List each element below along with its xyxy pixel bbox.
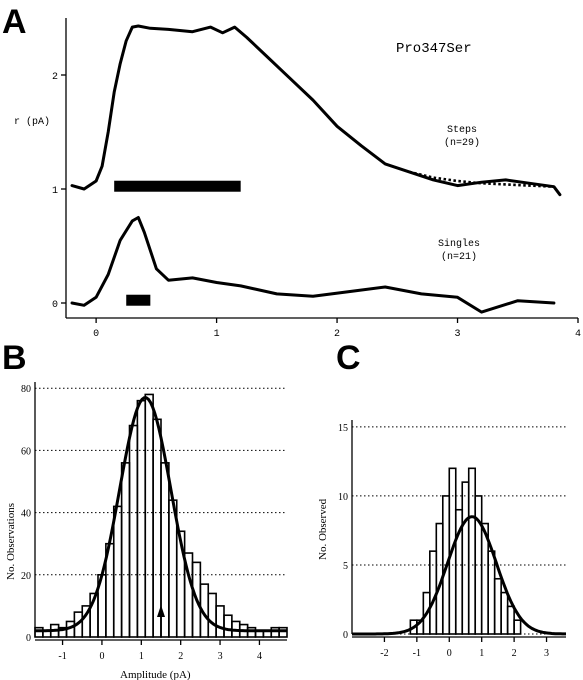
panel-b-gaussian-fit	[34, 396, 287, 633]
panel-a-series-annotation: (n=21)	[441, 251, 477, 263]
panel-b-hist-bar	[270, 626, 280, 638]
panel-a-x-tick-label: 1	[214, 329, 220, 340]
panel-a-x-tick-label: 4	[575, 329, 581, 340]
panel-b-x-tick-label: -1	[58, 651, 66, 662]
panel-b-y-tick-label: 0	[26, 633, 31, 644]
panel-c-hist-bar	[500, 591, 509, 635]
panel-c-hist-bar	[487, 550, 496, 635]
panel-c-hist-bar	[513, 619, 522, 635]
panel-a-series-annotation: (n=29)	[444, 137, 480, 149]
panel-b-x-tick-label: 2	[178, 651, 183, 662]
panel-c-x-tick-label: 0	[447, 648, 452, 659]
panel-b-x-tick-label: 3	[218, 651, 223, 662]
panel-c-x-tick-label: 2	[512, 648, 517, 659]
panel-c-x-tick-label: 1	[479, 648, 484, 659]
panel-b-hist-bar	[112, 505, 123, 638]
panel-c-x-tick-label: 3	[544, 648, 549, 659]
panel-b-hist-bar	[136, 399, 147, 638]
panel-c-y-tick-label: 10	[338, 492, 348, 503]
panel-a-duration-bar-1	[114, 180, 241, 192]
panel-b-hist-bar	[120, 462, 131, 638]
panel-b-x-axis-label: Amplitude (pA)	[120, 669, 191, 680]
panel-b-hist-bar	[128, 424, 139, 638]
panel-c-x-tick-label: -2	[380, 648, 388, 659]
panel-a-series-singles	[70, 216, 556, 314]
panel-c-hist-bar	[493, 577, 502, 635]
panel-b-hist-bar	[223, 614, 233, 638]
panel-c-y-tick-label: 5	[343, 561, 348, 572]
panel-c-gaussian-fit	[352, 515, 566, 636]
panel-letter-a: A	[2, 3, 27, 41]
panel-b-hist-bar	[246, 626, 257, 638]
panel-c-y-axis-label: No. Observed	[317, 498, 329, 560]
panel-c-y-tick-label: 15	[338, 423, 348, 434]
panel-a-plot: Pro347Ser r (pA) 0 1 2 0 1 2 3 4 Steps(n=29) Sing…	[14, 18, 581, 340]
panel-b-plot: Amplitude (pA) No. Observations 02040608…	[5, 382, 288, 680]
panel-a-y-axis-label: r (pA)	[14, 116, 50, 128]
panel-b-y-tick-label: 60	[21, 446, 31, 457]
panel-a-y-tick-label: 2	[52, 72, 58, 83]
panel-c-hist-bar	[467, 467, 477, 635]
panel-a-x-tick-label: 3	[455, 329, 461, 340]
panel-letter-c: C	[336, 339, 361, 377]
panel-a-x-tick-label: 2	[334, 329, 340, 340]
panel-a-series-annotation: Steps	[447, 125, 477, 136]
panel-b-y-axis-label: No. Observations	[5, 503, 17, 580]
panel-b-y-tick-label: 80	[21, 384, 31, 395]
panel-c-y-tick-label: 0	[343, 630, 348, 641]
panel-a-x-tick-label: 0	[93, 329, 99, 340]
panel-b-x-tick-label: 4	[257, 651, 262, 662]
panel-c-hist-bar	[461, 481, 470, 635]
panel-c-hist-bar	[506, 605, 515, 635]
panel-b-arrow-head	[157, 605, 165, 617]
panel-a-series-annotation: Singles	[438, 238, 480, 250]
panel-a-series-steps	[70, 24, 562, 197]
panel-a-title: Pro347Ser	[396, 41, 472, 57]
panel-c-plot: No. Observed 0 5 10 15 -2 -1 0 1 2 3	[317, 420, 566, 659]
panel-b-hist-bar	[152, 418, 162, 638]
panel-b-y-tick-label: 40	[21, 509, 31, 520]
panel-b-hist-bar	[144, 393, 154, 638]
panel-b-hist-bar	[278, 626, 288, 638]
panel-letter-b: B	[2, 339, 27, 377]
panel-b-hist-bar	[207, 592, 217, 638]
panel-b-hist-bar	[215, 605, 225, 638]
panel-b-x-tick-label: 0	[99, 651, 104, 662]
panel-a-duration-bar-2	[126, 294, 151, 306]
panel-c-x-tick-label: -1	[413, 648, 421, 659]
panel-a-fit-curve	[409, 170, 554, 188]
panel-b-x-tick-label: 1	[139, 651, 144, 662]
panel-a-y-tick-label: 0	[52, 300, 58, 311]
panel-b-y-tick-label: 20	[21, 571, 31, 582]
panel-b-hist-bar	[34, 626, 44, 638]
panel-a-y-tick-label: 1	[52, 186, 58, 197]
